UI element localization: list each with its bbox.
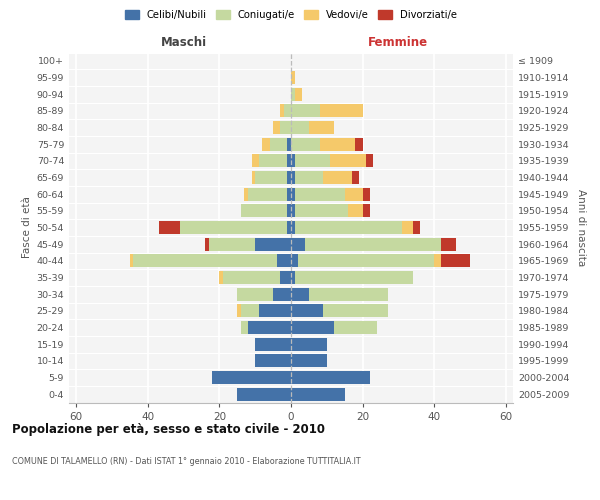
- Bar: [180, 221, 287, 234]
- Bar: [366, 154, 373, 168]
- Bar: [291, 371, 370, 384]
- Bar: [291, 304, 323, 318]
- Bar: [413, 221, 420, 234]
- Bar: [352, 171, 359, 184]
- Bar: [269, 138, 287, 150]
- Bar: [280, 104, 284, 118]
- Bar: [241, 304, 259, 318]
- Bar: [402, 221, 413, 234]
- Bar: [295, 154, 331, 168]
- Bar: [277, 254, 291, 268]
- Bar: [309, 288, 388, 300]
- Bar: [251, 154, 259, 168]
- Bar: [291, 338, 327, 350]
- Bar: [223, 271, 280, 284]
- Bar: [280, 271, 291, 284]
- Bar: [130, 254, 133, 268]
- Bar: [295, 204, 348, 218]
- Bar: [442, 254, 470, 268]
- Bar: [287, 154, 291, 168]
- Bar: [255, 238, 291, 250]
- Bar: [248, 321, 291, 334]
- Text: Popolazione per età, sesso e stato civile - 2010: Popolazione per età, sesso e stato civil…: [12, 422, 325, 436]
- Bar: [331, 154, 366, 168]
- Bar: [205, 238, 209, 250]
- Bar: [273, 121, 280, 134]
- Bar: [241, 321, 248, 334]
- Bar: [287, 204, 291, 218]
- Bar: [291, 388, 345, 400]
- Bar: [320, 104, 362, 118]
- Bar: [255, 338, 291, 350]
- Bar: [291, 138, 320, 150]
- Bar: [255, 354, 291, 368]
- Bar: [295, 271, 413, 284]
- Bar: [287, 188, 291, 200]
- Bar: [345, 188, 362, 200]
- Bar: [244, 188, 248, 200]
- Bar: [362, 188, 370, 200]
- Bar: [291, 238, 305, 250]
- Bar: [237, 304, 241, 318]
- Bar: [133, 254, 277, 268]
- Bar: [348, 204, 362, 218]
- Bar: [291, 354, 327, 368]
- Text: COMUNE DI TALAMELLO (RN) - Dati ISTAT 1° gennaio 2010 - Elaborazione TUTTITALIA.: COMUNE DI TALAMELLO (RN) - Dati ISTAT 1°…: [12, 458, 361, 466]
- Bar: [442, 238, 456, 250]
- Bar: [295, 221, 402, 234]
- Bar: [298, 254, 434, 268]
- Bar: [323, 304, 388, 318]
- Bar: [320, 138, 355, 150]
- Bar: [291, 154, 295, 168]
- Bar: [323, 171, 352, 184]
- Bar: [291, 254, 298, 268]
- Bar: [291, 288, 309, 300]
- Bar: [434, 254, 442, 268]
- Bar: [287, 171, 291, 184]
- Bar: [291, 221, 295, 234]
- Bar: [291, 88, 295, 101]
- Bar: [291, 204, 295, 218]
- Bar: [309, 121, 334, 134]
- Bar: [291, 121, 309, 134]
- Bar: [237, 288, 273, 300]
- Bar: [209, 238, 255, 250]
- Bar: [295, 171, 323, 184]
- Bar: [255, 171, 287, 184]
- Bar: [291, 321, 334, 334]
- Bar: [355, 138, 362, 150]
- Bar: [287, 138, 291, 150]
- Bar: [284, 104, 291, 118]
- Bar: [248, 188, 287, 200]
- Bar: [291, 188, 295, 200]
- Text: Femmine: Femmine: [368, 36, 428, 49]
- Bar: [262, 138, 269, 150]
- Bar: [158, 221, 180, 234]
- Bar: [291, 171, 295, 184]
- Bar: [291, 271, 295, 284]
- Bar: [334, 321, 377, 334]
- Bar: [220, 271, 223, 284]
- Bar: [241, 204, 287, 218]
- Legend: Celibi/Nubili, Coniugati/e, Vedovi/e, Divorziati/e: Celibi/Nubili, Coniugati/e, Vedovi/e, Di…: [125, 10, 457, 20]
- Bar: [295, 188, 345, 200]
- Y-axis label: Anni di nascita: Anni di nascita: [576, 189, 586, 266]
- Bar: [259, 304, 291, 318]
- Bar: [291, 104, 320, 118]
- Bar: [295, 88, 302, 101]
- Text: Maschi: Maschi: [161, 36, 206, 49]
- Bar: [237, 388, 291, 400]
- Bar: [273, 288, 291, 300]
- Bar: [212, 371, 291, 384]
- Bar: [362, 204, 370, 218]
- Bar: [259, 154, 287, 168]
- Bar: [291, 71, 295, 84]
- Bar: [280, 121, 291, 134]
- Y-axis label: Fasce di età: Fasce di età: [22, 196, 32, 258]
- Bar: [305, 238, 442, 250]
- Bar: [287, 221, 291, 234]
- Bar: [251, 171, 255, 184]
